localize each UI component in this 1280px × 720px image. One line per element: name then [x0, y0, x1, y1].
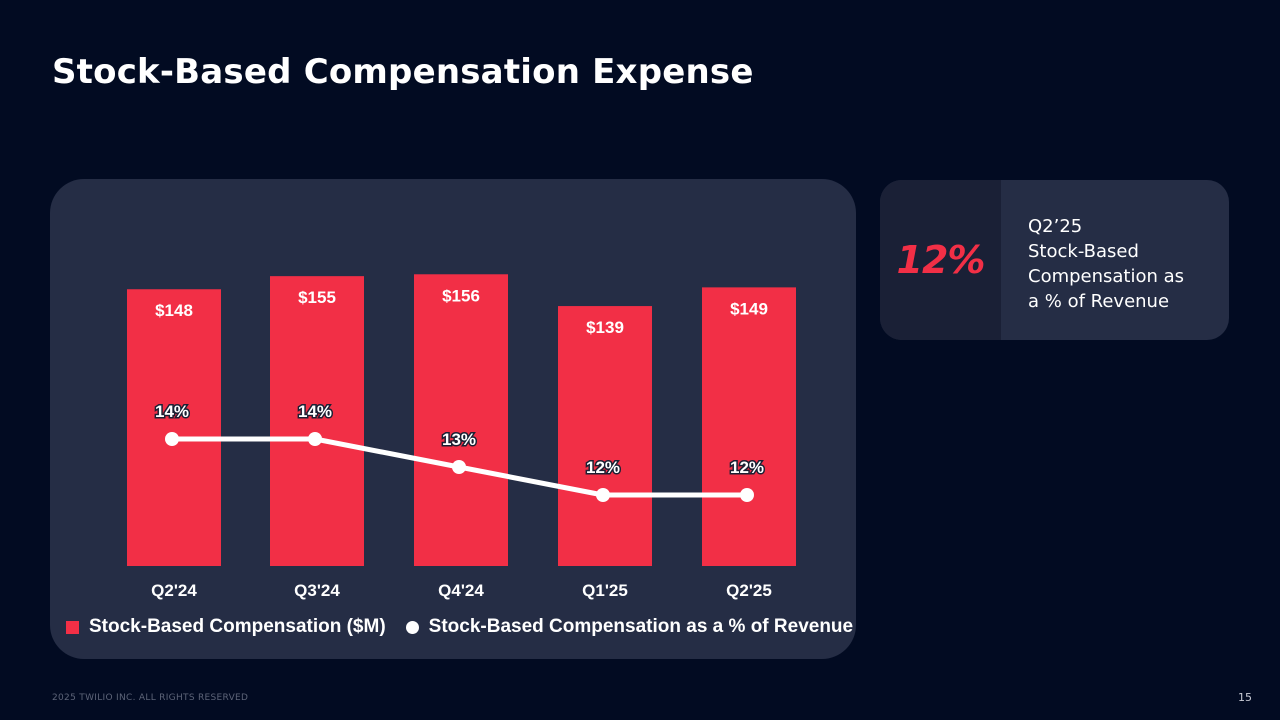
legend-line-swatch	[405, 620, 419, 634]
bar-value-label: $139	[586, 318, 624, 337]
line-point-label: 12%	[586, 458, 620, 477]
line-point-label: 14%	[298, 402, 332, 421]
line-point	[452, 460, 466, 474]
page-number: 15	[1238, 691, 1252, 704]
line-point	[308, 432, 322, 446]
kpi-label-line: Stock-Based	[1028, 241, 1139, 262]
bar-value-label: $156	[442, 286, 480, 305]
bar	[414, 274, 508, 566]
legend-bar-label: Stock-Based Compensation ($M)	[89, 616, 386, 637]
line-point	[165, 432, 179, 446]
legend-line-label: Stock-Based Compensation as a % of Reven…	[428, 616, 854, 637]
chart-panel: $148 $155 $156 $139 $149 Q2'24 Q3'24 Q4'24 Q1'25…	[50, 179, 856, 659]
kpi-value: 12%	[896, 238, 986, 282]
x-tick-label: Q4'24	[438, 581, 484, 600]
bar	[127, 289, 221, 566]
line-point-label: 14%	[155, 402, 189, 421]
slide-title: Stock-Based Compensation Expense	[52, 52, 754, 92]
bar-value-label: $149	[730, 299, 768, 318]
sbc-chart: $148 $155 $156 $139 $149 Q2'24 Q3'24 Q4'24 Q1'25…	[127, 274, 796, 600]
bar	[558, 306, 652, 566]
bar	[702, 287, 796, 566]
copyright-footer: 2025 TWILIO INC. ALL RIGHTS RESERVED	[52, 693, 249, 703]
legend-bar-swatch	[66, 620, 79, 634]
kpi-label-line: a % of Revenue	[1028, 291, 1170, 312]
kpi-label-line: Compensation as	[1028, 266, 1185, 287]
chart-legend: Stock-Based Compensation ($M) Stock-Base…	[66, 616, 853, 638]
bar-value-label: $148	[155, 301, 193, 320]
x-tick-label: Q1'25	[582, 581, 628, 600]
kpi-value-box: 12%	[880, 180, 1001, 340]
line-point-label: 13%	[442, 430, 476, 449]
bar-value-label: $155	[298, 288, 336, 307]
x-tick-label: Q3'24	[294, 581, 340, 600]
kpi-label-line: Q2’25	[1028, 216, 1083, 237]
x-tick-label: Q2'24	[151, 581, 197, 600]
line-point-label: 12%	[730, 458, 764, 477]
bar	[270, 276, 364, 566]
line-point	[596, 488, 610, 502]
kpi-label: Q2’25 Stock-Based Compensation as a % of…	[1028, 214, 1218, 314]
line-point	[740, 488, 754, 502]
kpi-card: 12% Q2’25 Stock-Based Compensation as a …	[880, 180, 1229, 340]
x-tick-label: Q2'25	[726, 581, 772, 600]
